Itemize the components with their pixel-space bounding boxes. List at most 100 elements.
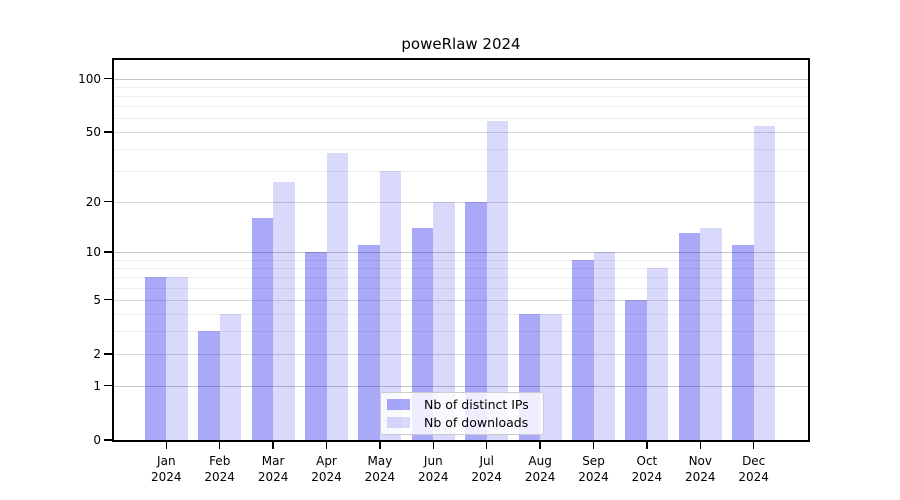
bar-ips-jul [465, 201, 487, 440]
x-axis-label-jul: Jul 2024 [455, 453, 519, 485]
bar-downloads-jun [433, 201, 455, 440]
x-axis-label-sep: Sep 2024 [562, 453, 626, 485]
y-tick-50 [104, 131, 112, 133]
gridline-major-20 [114, 201, 808, 203]
x-axis-label-year: 2024 [471, 470, 502, 484]
x-axis-label-month: Oct [636, 454, 658, 468]
y-tick-label-0: 0 [93, 433, 101, 447]
x-axis-label-dec: Dec 2024 [722, 453, 786, 485]
gridline-major-1 [114, 385, 808, 387]
bar-downloads-oct [646, 267, 669, 440]
x-axis-label-may: May 2024 [348, 453, 412, 485]
bar-downloads-mar [273, 181, 295, 440]
legend-label-downloads: Nb of downloads [424, 414, 529, 430]
x-axis-label-year: 2024 [151, 470, 182, 484]
x-tick-jun [432, 442, 435, 449]
x-tick-dec [752, 442, 755, 449]
bar-ips-apr [305, 252, 327, 440]
y-tick-label-50: 50 [85, 125, 101, 140]
bar-downloads-sep [593, 252, 615, 440]
y-tick-10 [104, 251, 112, 253]
gridline-minor-9 [114, 259, 808, 261]
bar-ips-feb [198, 331, 220, 440]
y-tick-0 [104, 439, 112, 441]
gridline-major-50 [114, 132, 808, 134]
gridline-minor-7 [114, 277, 808, 279]
chart-title: poweRlaw 2024 [401, 35, 521, 53]
x-axis-label-year: 2024 [685, 470, 716, 484]
legend-swatch-downloads [387, 416, 410, 428]
bar-ips-jan [144, 277, 167, 440]
bar-downloads-jul [486, 120, 509, 440]
x-axis-label-month: May [367, 454, 393, 468]
gridline-minor-3 [114, 331, 808, 333]
y-tick-100 [104, 77, 112, 80]
x-axis-label-year: 2024 [738, 470, 769, 484]
gridline-minor-80 [114, 95, 808, 97]
y-tick-20 [104, 200, 112, 203]
y-tick-2 [104, 353, 112, 355]
bar-ips-nov [678, 233, 701, 440]
y-tick-label-100: 100 [78, 71, 101, 86]
gridline-major-10 [114, 252, 808, 254]
x-tick-mar [272, 442, 274, 449]
y-tick-1 [104, 384, 112, 387]
x-axis-label-year: 2024 [204, 470, 235, 484]
gridline-minor-70 [114, 106, 808, 108]
y-tick-label-1: 1 [93, 378, 101, 393]
bar-downloads-apr [326, 153, 348, 440]
x-axis-label-jan: Jan 2024 [134, 453, 198, 485]
x-axis-label-month: Jun [423, 454, 443, 468]
bar-ips-may [358, 245, 380, 440]
x-tick-aug [539, 442, 541, 449]
x-axis-label-year: 2024 [364, 470, 396, 484]
legend-item-downloads: Nb of downloads [387, 414, 536, 431]
y-tick-label-10: 10 [85, 245, 101, 260]
y-tick-label-2: 2 [93, 346, 101, 361]
x-axis-label-month: Jan [157, 454, 176, 468]
x-tick-oct [646, 442, 648, 449]
legend-label-distinct-ips: Nb of distinct IPs [424, 397, 529, 413]
x-axis-label-month: Nov [688, 454, 712, 468]
bar-ips-oct [625, 299, 647, 440]
x-axis-label-year: 2024 [418, 470, 449, 484]
x-tick-jul [485, 442, 488, 449]
x-axis-label-month: Mar [261, 454, 285, 468]
x-axis-label-year: 2024 [311, 470, 342, 484]
legend: Nb of distinct IPs Nb of downloads [380, 392, 544, 435]
gridline-major-2 [114, 353, 808, 355]
x-tick-may [379, 442, 381, 449]
x-axis-label-month: Jul [479, 454, 494, 468]
y-tick-label-5: 5 [93, 292, 101, 307]
x-axis-label-year: 2024 [631, 470, 663, 484]
bar-ips-dec [732, 245, 754, 440]
bar-downloads-aug [540, 313, 562, 440]
gridline-major-100 [114, 78, 808, 80]
x-axis-label-month: Dec [742, 454, 766, 468]
x-axis-label-year: 2024 [257, 470, 289, 484]
x-axis-label-month: Apr [316, 454, 337, 468]
gridline-minor-6 [114, 287, 808, 289]
gridline-minor-60 [114, 118, 808, 120]
bar-downloads-dec [753, 126, 776, 440]
x-axis-label-nov: Nov 2024 [668, 453, 732, 485]
y-tick-label-20: 20 [85, 194, 101, 209]
x-tick-feb [218, 442, 221, 449]
bar-ips-jun [411, 227, 434, 440]
bar-downloads-nov [700, 227, 722, 440]
gridline-minor-30 [114, 171, 808, 173]
x-tick-jan [165, 442, 168, 449]
x-axis-label-month: Feb [209, 454, 231, 468]
x-axis-label-aug: Aug 2024 [508, 453, 572, 485]
x-tick-nov [699, 442, 702, 449]
x-axis-label-oct: Oct 2024 [615, 453, 679, 485]
legend-swatch-distinct-ips [387, 399, 410, 411]
bar-ips-mar [251, 218, 274, 440]
x-tick-sep [592, 442, 595, 449]
x-axis-label-month: Sep [582, 454, 605, 468]
x-axis-label-month: Aug [528, 454, 552, 468]
bar-ips-sep [572, 259, 594, 440]
bar-downloads-feb [219, 313, 242, 440]
x-axis-label-apr: Apr 2024 [295, 453, 359, 485]
